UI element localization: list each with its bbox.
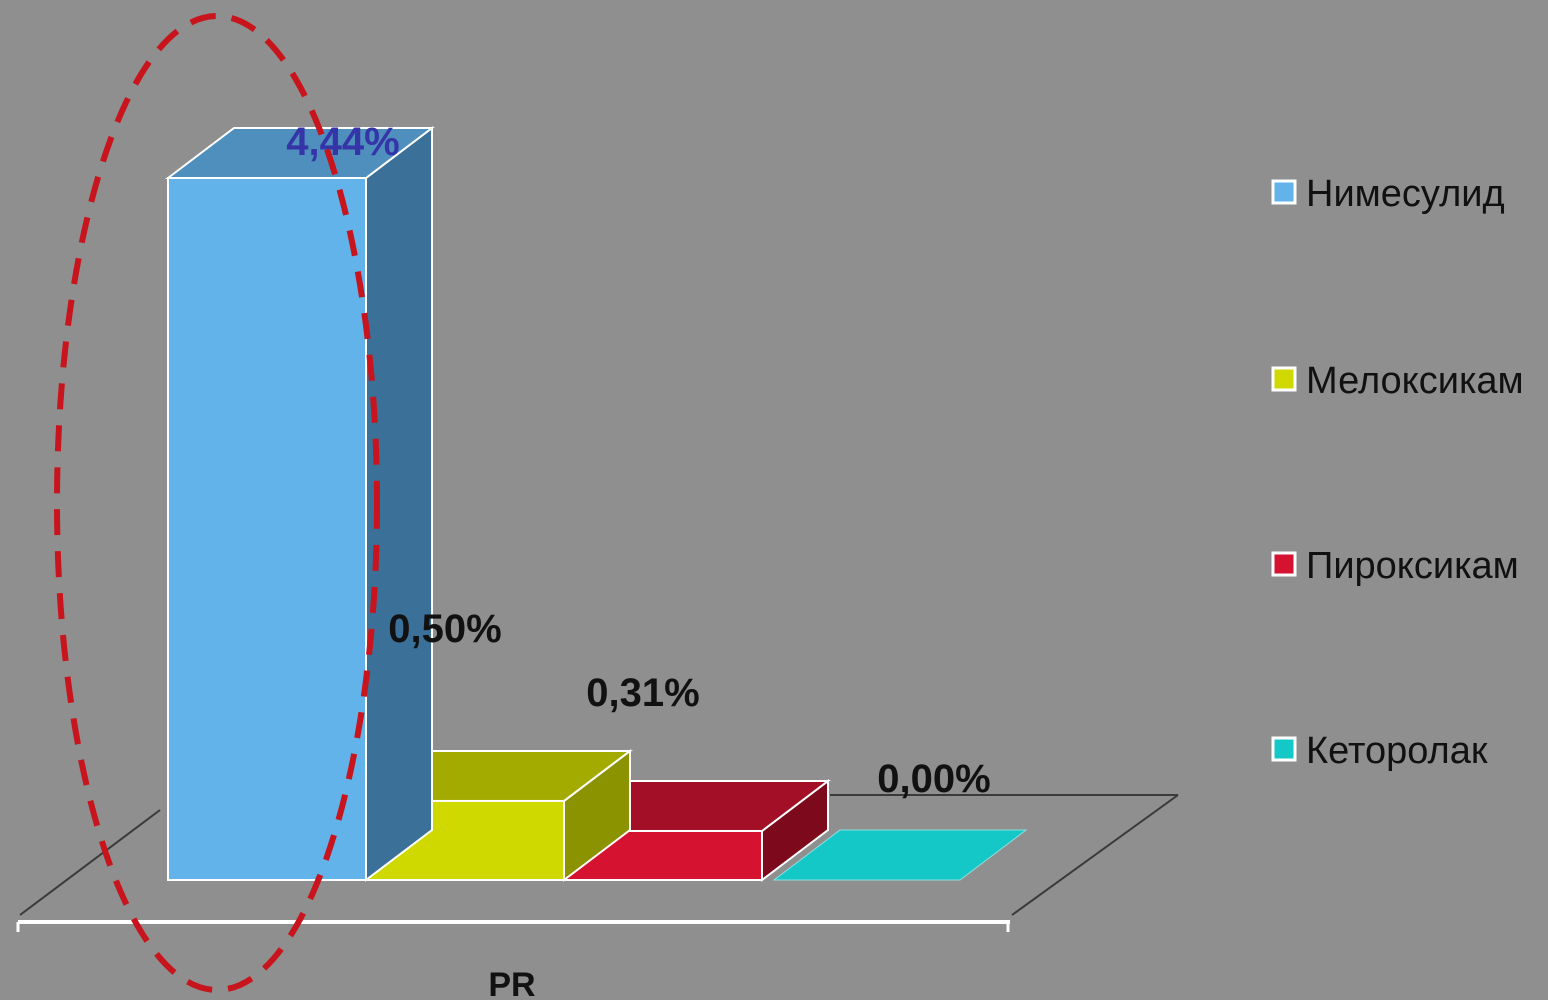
floor-right-edge: [1011, 794, 1179, 916]
legend-label-4: Кеторолак: [1306, 730, 1488, 772]
legend-swatch-2: [1271, 366, 1297, 392]
data-label-4: 0,00%: [877, 757, 990, 801]
legend-swatch-4: [1271, 736, 1297, 762]
highlight-ellipse: [54, 13, 380, 993]
legend-label-2: Мелоксикам: [1306, 360, 1524, 402]
legend: Нимесулид Мелоксикам Пироксикам Кеторолак: [1271, 173, 1524, 772]
data-label-1: 4,44%: [286, 120, 399, 164]
highlight-annotation: [54, 13, 380, 993]
data-labels-group: 4,44% 0,50% 0,31% 0,00%: [286, 120, 990, 801]
data-label-2: 0,50%: [388, 607, 501, 651]
chart-floor: [16, 794, 1179, 932]
x-axis-category-label: PR: [488, 966, 535, 1000]
legend-swatch-3: [1271, 551, 1297, 577]
bar-4-flat: [772, 829, 1028, 881]
x-axis: PR: [488, 966, 535, 1000]
legend-label-1: Нимесулид: [1306, 173, 1505, 215]
legend-label-3: Пироксикам: [1306, 545, 1519, 587]
bars-group: [165, 125, 1028, 883]
legend-swatch-1: [1271, 179, 1297, 205]
bar-1-front: [167, 177, 367, 881]
data-label-3: 0,31%: [586, 671, 699, 715]
floor-left-edge: [19, 809, 161, 916]
